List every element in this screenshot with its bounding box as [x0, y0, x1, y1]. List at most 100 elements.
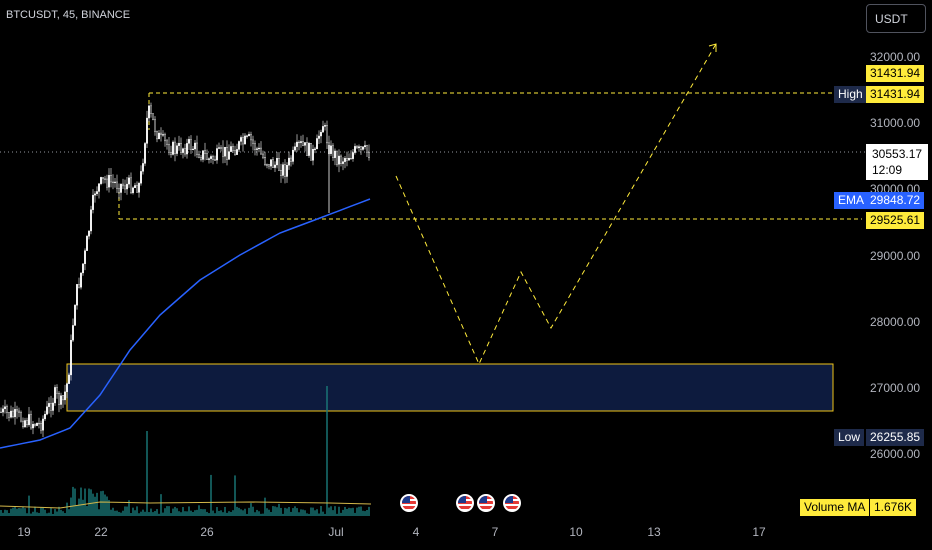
ema-value-tag: 29848.72 [866, 192, 925, 209]
volume-bar [170, 513, 172, 516]
volume-bar [270, 511, 272, 516]
candle-body [362, 146, 364, 150]
candle-body [298, 141, 300, 144]
candle-body [130, 177, 132, 194]
volume-bar [284, 507, 286, 516]
candle-body [292, 149, 294, 162]
volume-bar [156, 509, 158, 516]
volume-bar [182, 507, 184, 516]
candle-body [122, 183, 124, 187]
candle-body [96, 191, 98, 195]
candle-body [358, 146, 360, 149]
candle-body [86, 235, 88, 251]
projection-path[interactable] [395, 43, 717, 366]
volume-bar [346, 508, 348, 516]
date-tick: 10 [569, 525, 583, 539]
candle-body [142, 163, 144, 172]
candle-body [218, 147, 220, 149]
candle-body [30, 414, 32, 429]
volume-bar [52, 513, 54, 516]
volume-bar [208, 513, 210, 516]
volume-bar [200, 508, 202, 516]
symbol-label: BTCUSDT, 45, BINANCE [6, 9, 131, 21]
last-price-box: 30553.17 12:09 [866, 144, 928, 180]
date-tick: 22 [94, 525, 108, 539]
candle-body [152, 113, 154, 120]
volume-bar [138, 513, 140, 516]
volume-bar [48, 512, 50, 516]
us-flag-icon[interactable] [400, 494, 418, 512]
candle-body [94, 193, 96, 196]
volume-bar [104, 494, 106, 516]
volume-bar [196, 509, 198, 516]
volume-bar [4, 509, 6, 516]
us-flag-icon[interactable] [477, 494, 495, 512]
candle-body [188, 139, 190, 144]
volume-bar [260, 513, 262, 516]
candle-body [190, 139, 192, 150]
volume-bar [66, 502, 68, 516]
projection-arrow-icon [708, 43, 717, 52]
volume-bar [262, 513, 264, 516]
volume-bar [92, 493, 94, 516]
volume-bar [280, 507, 282, 516]
volume-bar [88, 488, 90, 516]
candle-body [304, 142, 306, 146]
candle-body [60, 395, 62, 405]
us-flag-icon[interactable] [456, 494, 474, 512]
candle-body [126, 183, 128, 190]
high-label-tag: High [834, 86, 867, 103]
volume-bar [178, 511, 180, 516]
candle-body [352, 152, 354, 159]
low-value-tag: 26255.85 [866, 429, 925, 446]
ema-label-tag: EMA [834, 192, 869, 209]
volume-bar [98, 509, 100, 516]
volume-bar [76, 505, 78, 516]
volume-bar [324, 513, 326, 516]
volume-bar [250, 503, 252, 516]
price-tick: 32000.00 [870, 50, 921, 64]
currency-button[interactable]: USDT [866, 4, 926, 33]
volume-bar [68, 509, 70, 516]
candle-body [320, 131, 322, 137]
candle-body [346, 158, 348, 161]
candle-body [276, 158, 278, 166]
volume-bar [316, 509, 318, 516]
candle-body [366, 145, 368, 153]
candle-body [56, 387, 58, 394]
high-top-value-tag: 31431.94 [866, 65, 925, 82]
candle-body [64, 391, 66, 401]
volume-ma-label-tag: Volume MA [800, 499, 870, 516]
volume-bar [140, 511, 142, 516]
us-flag-icon[interactable] [503, 494, 521, 512]
candle-body [98, 183, 100, 192]
volume-bar [242, 510, 244, 516]
candle-body [36, 422, 38, 426]
volume-bar [302, 509, 304, 516]
candle-body [322, 126, 324, 133]
demand-zone-rect[interactable] [66, 363, 834, 412]
volume-bar [282, 513, 284, 516]
candle-body [324, 125, 326, 127]
volume-bar [160, 494, 162, 516]
candle-body [260, 147, 262, 155]
candle-body [300, 141, 302, 143]
candle-body [180, 143, 182, 153]
volume-bar [236, 506, 238, 516]
candle-body [238, 141, 240, 150]
candle-body [360, 146, 362, 150]
volume-bar [54, 509, 56, 516]
candle-body [240, 137, 242, 142]
volume-bar [228, 511, 230, 516]
candle-body [198, 154, 200, 158]
candle-body [186, 143, 188, 155]
candle-body [174, 141, 176, 154]
ema-line[interactable] [0, 198, 371, 449]
volume-bar [168, 506, 170, 516]
volume-bar [78, 498, 80, 516]
candle-body [228, 151, 230, 160]
candle-body [84, 250, 86, 265]
volume-bar [130, 513, 132, 516]
candle-body [46, 406, 48, 415]
